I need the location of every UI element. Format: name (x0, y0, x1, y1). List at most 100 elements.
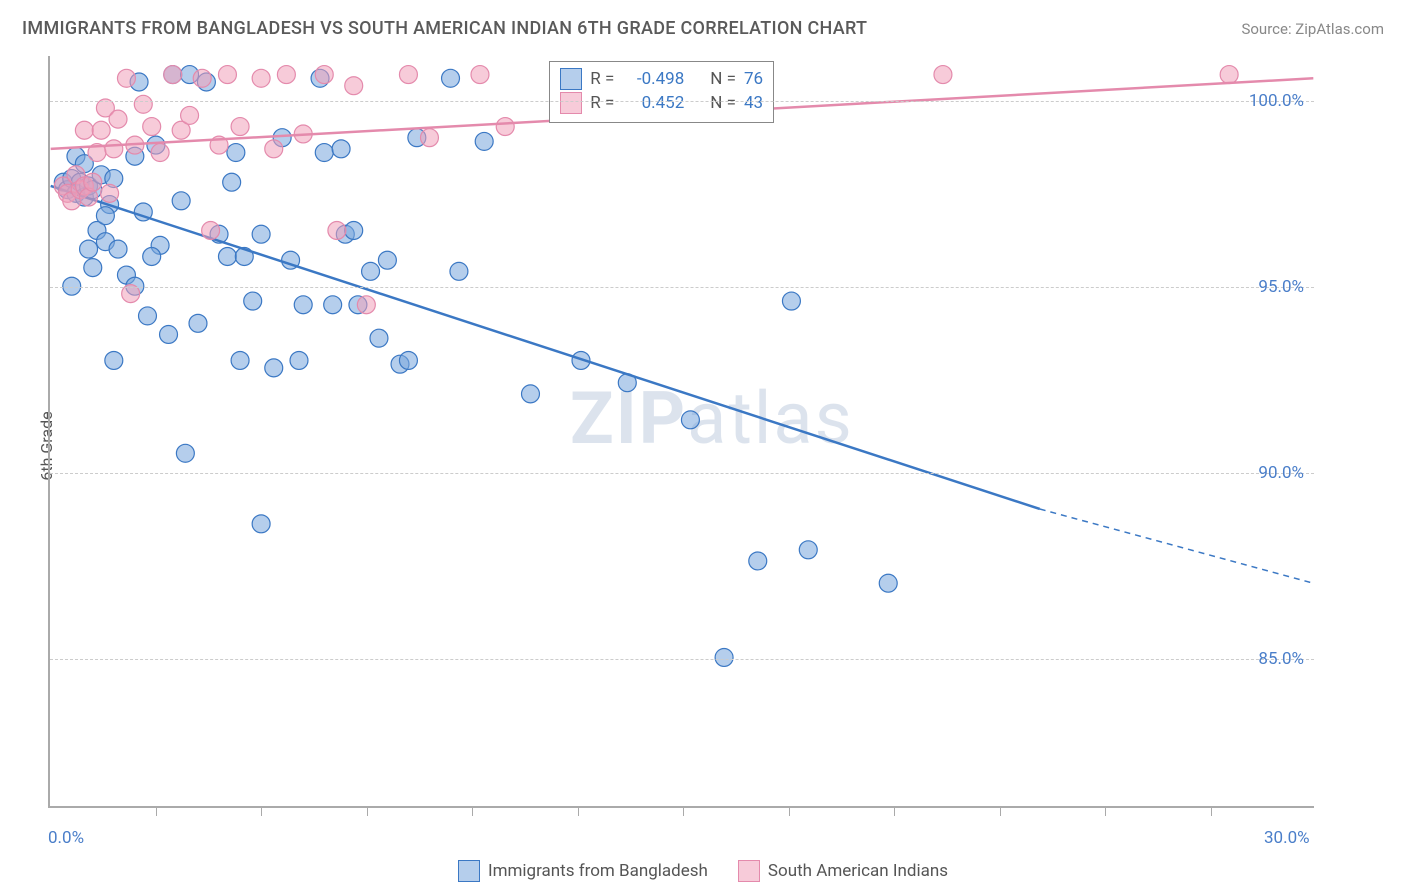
data-point-bangladesh (324, 296, 342, 314)
x-tick (1211, 806, 1212, 816)
data-point-south_american (117, 69, 135, 87)
data-point-bangladesh (252, 515, 270, 533)
data-point-bangladesh (105, 351, 123, 369)
gridline (50, 473, 1314, 474)
y-tick-label: 85.0% (1258, 649, 1304, 669)
gridline (50, 659, 1314, 660)
data-point-bangladesh (345, 222, 363, 240)
data-point-bangladesh (96, 207, 114, 225)
data-point-bangladesh (176, 444, 194, 462)
trendline-ext-bangladesh (1040, 509, 1314, 583)
data-point-south_american (315, 66, 333, 84)
plot-area: ZIPatlas R =-0.498N =76R =0.452N =43 85.… (48, 56, 1314, 808)
x-tick (472, 806, 473, 816)
data-point-bangladesh (244, 292, 262, 310)
data-point-south_american (345, 77, 363, 95)
data-point-south_american (496, 118, 514, 136)
data-point-bangladesh (160, 325, 178, 343)
data-point-bangladesh (315, 144, 333, 162)
x-tick (156, 806, 157, 816)
data-point-south_american (1220, 66, 1238, 84)
data-point-south_american (109, 110, 127, 128)
data-point-bangladesh (332, 140, 350, 158)
data-point-bangladesh (252, 225, 270, 243)
legend-item-bangladesh: Immigrants from Bangladesh (458, 860, 708, 882)
data-point-bangladesh (139, 307, 157, 325)
x-tick-label: 0.0% (48, 828, 84, 848)
legend-swatch-south_american (738, 860, 760, 882)
legend-n-label: N = (710, 69, 736, 89)
data-point-south_american (105, 140, 123, 158)
source-attribution: Source: ZipAtlas.com (1241, 20, 1384, 38)
data-point-bangladesh (370, 329, 388, 347)
data-point-bangladesh (782, 292, 800, 310)
data-point-south_american (471, 66, 489, 84)
legend-stat-row-south_american: R =0.452N =43 (560, 92, 763, 114)
x-tick (578, 806, 579, 816)
legend-r-label: R = (590, 93, 614, 113)
data-point-bangladesh (475, 132, 493, 150)
x-tick-label: 30.0% (1264, 828, 1310, 848)
data-point-south_american (92, 121, 110, 139)
data-point-bangladesh (231, 351, 249, 369)
data-point-bangladesh (378, 251, 396, 269)
data-point-bangladesh (265, 359, 283, 377)
x-tick (367, 806, 368, 816)
data-point-south_american (134, 95, 152, 113)
legend-item-south_american: South American Indians (738, 860, 948, 882)
y-tick-label: 90.0% (1258, 463, 1304, 483)
data-point-south_american (328, 222, 346, 240)
gridline (50, 287, 1314, 288)
data-point-bangladesh (681, 411, 699, 429)
data-point-south_american (934, 66, 952, 84)
data-point-bangladesh (442, 69, 460, 87)
data-point-south_american (357, 296, 375, 314)
x-tick (1000, 806, 1001, 816)
data-point-bangladesh (399, 351, 417, 369)
data-point-bangladesh (80, 240, 98, 258)
legend-swatch-south_american (560, 92, 582, 114)
y-tick-label: 100.0% (1249, 91, 1304, 111)
data-point-bangladesh (879, 574, 897, 592)
data-point-south_american (101, 184, 119, 202)
data-point-bangladesh (109, 240, 127, 258)
data-point-bangladesh (522, 385, 540, 403)
x-tick (683, 806, 684, 816)
data-point-bangladesh (294, 296, 312, 314)
data-point-bangladesh (218, 248, 236, 266)
data-point-bangladesh (450, 262, 468, 280)
data-point-bangladesh (362, 262, 380, 280)
data-point-bangladesh (799, 541, 817, 559)
x-tick (789, 806, 790, 816)
data-point-south_american (181, 106, 199, 124)
x-tick (1105, 806, 1106, 816)
legend-swatch-bangladesh (458, 860, 480, 882)
data-point-bangladesh (84, 259, 102, 277)
data-point-south_american (399, 66, 417, 84)
data-point-bangladesh (172, 192, 190, 210)
data-point-south_american (164, 66, 182, 84)
trendline-bangladesh (51, 186, 1040, 509)
x-tick (261, 806, 262, 816)
data-point-bangladesh (227, 144, 245, 162)
data-point-south_american (75, 121, 93, 139)
data-point-south_american (420, 129, 438, 147)
data-point-bangladesh (189, 314, 207, 332)
legend-r-label: R = (590, 69, 614, 89)
data-point-south_american (252, 69, 270, 87)
data-point-south_american (143, 118, 161, 136)
legend-label: Immigrants from Bangladesh (488, 861, 708, 881)
data-point-south_american (265, 140, 283, 158)
legend-correlation-box: R =-0.498N =76R =0.452N =43 (549, 61, 774, 123)
data-point-bangladesh (749, 552, 767, 570)
data-point-bangladesh (223, 173, 241, 191)
legend-n-value: 76 (744, 69, 763, 89)
legend-r-value: 0.452 (622, 93, 684, 113)
data-point-south_american (218, 66, 236, 84)
chart-svg (50, 56, 1314, 806)
legend-swatch-bangladesh (560, 68, 582, 90)
data-point-south_american (277, 66, 295, 84)
legend-n-value: 43 (744, 93, 763, 113)
legend-label: South American Indians (768, 861, 948, 881)
data-point-south_american (202, 222, 220, 240)
